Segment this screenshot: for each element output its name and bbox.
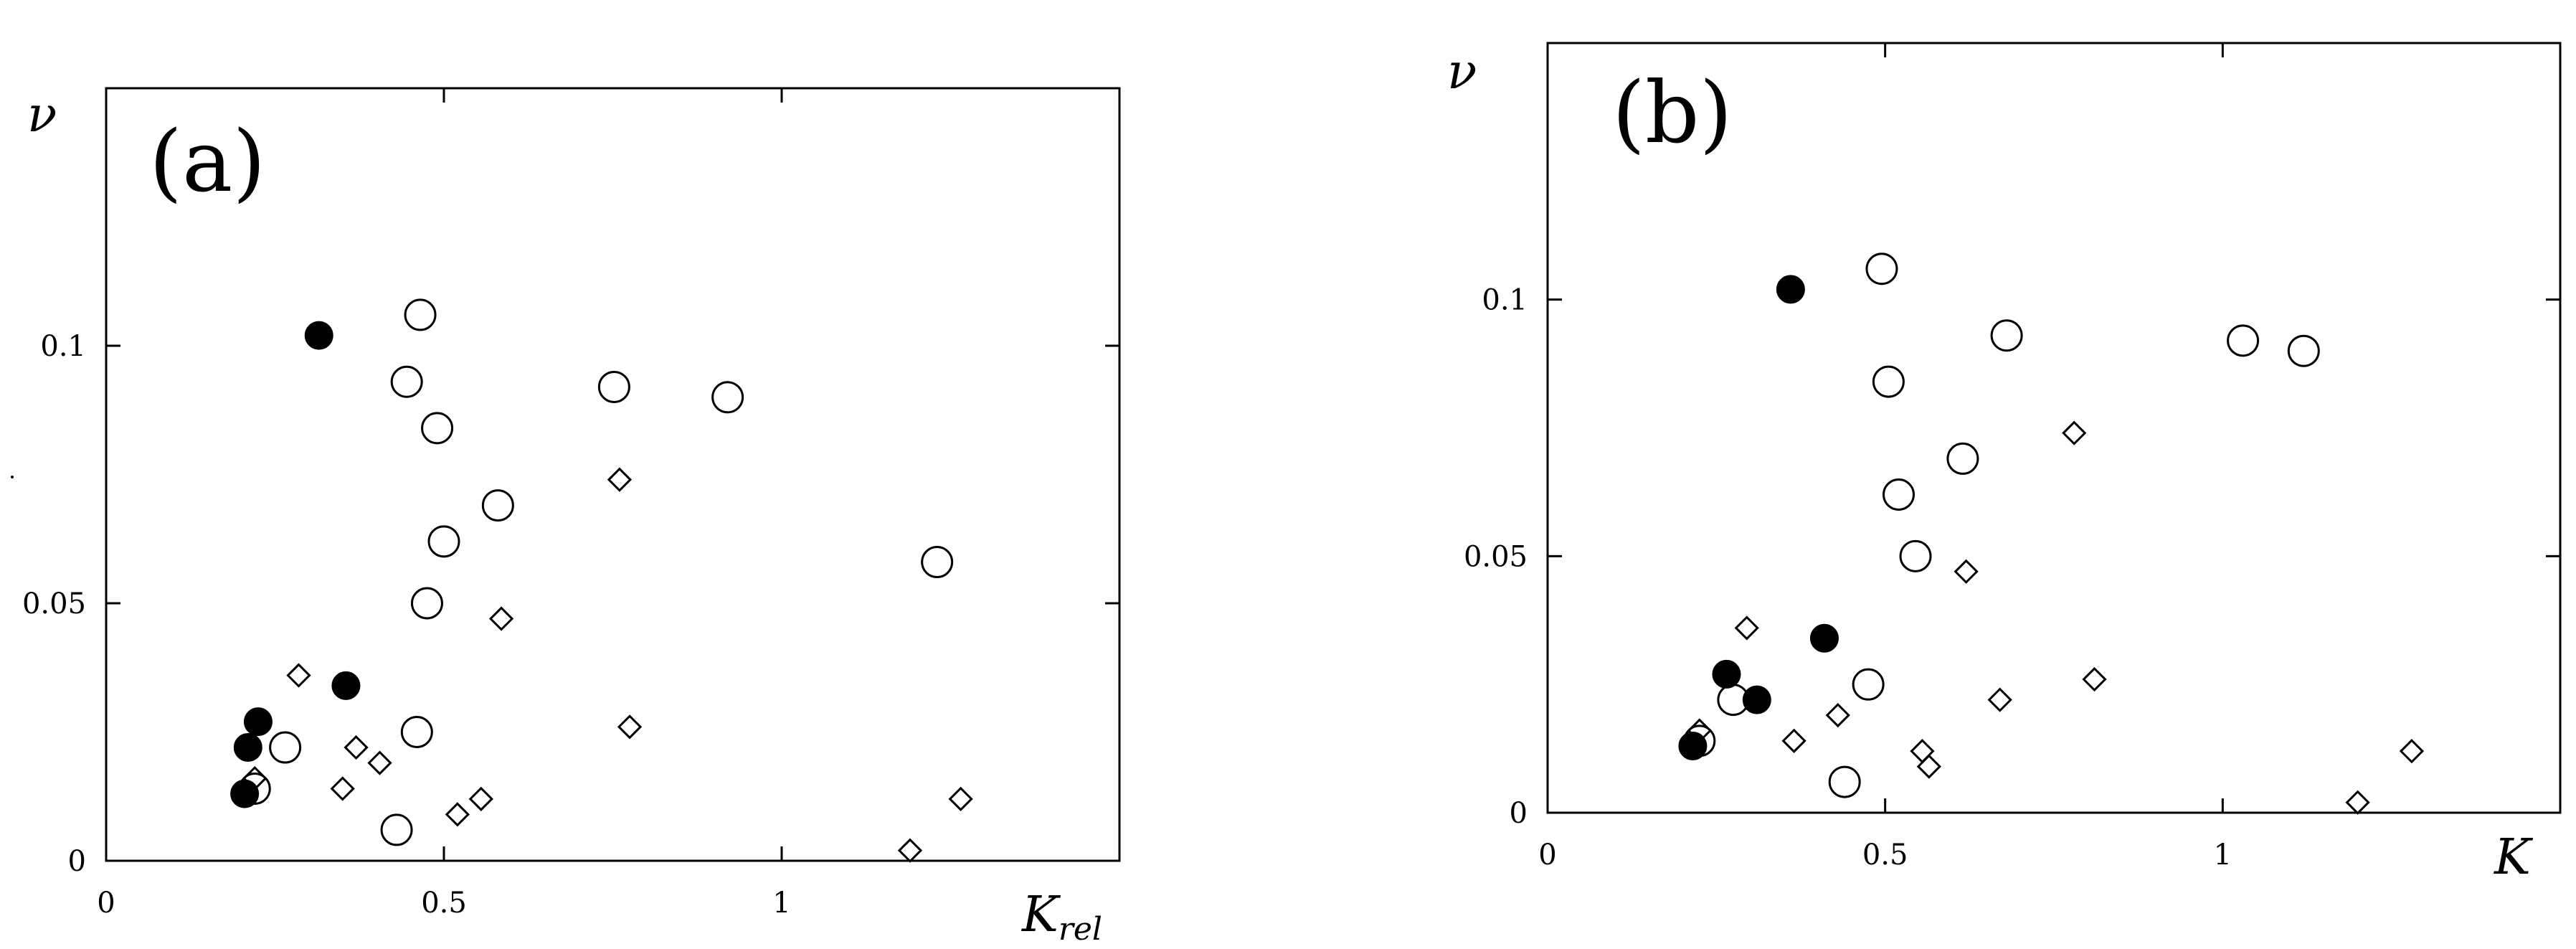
open-circle-point xyxy=(1900,541,1931,571)
x-axis-label: K xyxy=(2493,829,2534,886)
open-circle-point xyxy=(392,367,422,397)
open-circle-point xyxy=(599,372,629,402)
open-diamond-point xyxy=(619,716,640,737)
x-tick-label: 0.5 xyxy=(1862,839,1908,872)
open-circle-point xyxy=(270,732,300,762)
y-tick-label: 0 xyxy=(1510,797,1528,830)
filled-circle-point xyxy=(306,322,333,349)
open-diamond-point xyxy=(2401,740,2423,762)
open-diamond-point xyxy=(288,665,309,686)
x-axis-label-subscript: rel xyxy=(1059,911,1102,948)
stray-dot xyxy=(11,476,14,478)
open-diamond-point xyxy=(2083,669,2105,690)
open-diamond-point xyxy=(609,469,630,491)
open-circle-point xyxy=(922,547,952,577)
open-diamond-point xyxy=(346,737,367,758)
filled-circle-point xyxy=(332,672,359,699)
open-diamond-point xyxy=(1911,740,1933,762)
y-tick-label: 0.05 xyxy=(22,587,86,620)
x-tick-label: 0 xyxy=(1538,839,1556,872)
filled-circle-point xyxy=(231,780,258,808)
open-circle-point xyxy=(412,588,442,618)
open-diamond-point xyxy=(1784,730,1805,752)
open-circle-point xyxy=(483,491,513,521)
open-circle-point xyxy=(429,527,459,557)
y-axis-label: ν xyxy=(27,87,57,143)
open-diamond-point xyxy=(369,752,391,774)
open-circle-point xyxy=(422,413,453,443)
open-diamond-point xyxy=(1827,704,1849,726)
x-tick-label: 0.5 xyxy=(421,887,467,920)
open-circle-point xyxy=(2288,336,2319,366)
x-tick-label: 1 xyxy=(2214,839,2232,872)
y-axis-label: ν xyxy=(1447,44,1477,100)
filled-circle-point xyxy=(1679,732,1706,760)
y-tick-label: 0 xyxy=(68,845,86,878)
x-axis-label: Krel xyxy=(1021,887,1102,948)
filled-circle-point xyxy=(235,734,262,761)
open-diamond-point xyxy=(2063,422,2085,444)
filled-circle-point xyxy=(1777,275,1804,303)
open-diamond-point xyxy=(2347,792,2369,813)
filled-circle-point xyxy=(245,708,272,735)
x-tick-label: 1 xyxy=(772,887,790,920)
open-circle-point xyxy=(713,382,743,412)
open-diamond-point xyxy=(1736,617,1758,638)
filled-circle-point xyxy=(1713,661,1740,688)
open-diamond-point xyxy=(332,778,354,799)
x-axis-label-main: K xyxy=(2493,829,2534,886)
open-diamond-point xyxy=(1918,756,1940,778)
y-tick-label: 0.1 xyxy=(1482,284,1528,317)
x-tick-label: 0 xyxy=(97,887,115,920)
open-diamond-point xyxy=(899,840,921,861)
filled-circle-point xyxy=(1743,686,1771,714)
open-circle-point xyxy=(1873,367,1903,397)
filled-circle-point xyxy=(1811,625,1838,652)
open-circle-point xyxy=(1883,479,1913,509)
y-tick-label: 0.1 xyxy=(40,330,86,363)
panel-label: (b) xyxy=(1612,63,1733,162)
panel-b: (b) ν K 0 0.5 1 0 0.05 0.1 xyxy=(1447,43,2560,886)
data-points xyxy=(231,300,972,861)
open-circle-point xyxy=(1948,443,1978,473)
open-circle-point xyxy=(1853,669,1883,699)
panel-a: (a) ν Krel 0 0.5 1 0 0.05 0.1 xyxy=(22,87,1119,948)
open-circle-point xyxy=(2228,326,2258,356)
open-diamond-point xyxy=(447,803,468,825)
y-tick-label: 0.05 xyxy=(1464,540,1528,573)
open-diamond-point xyxy=(1956,561,1977,582)
open-diamond-point xyxy=(470,788,492,810)
data-points xyxy=(1679,254,2423,813)
open-circle-point xyxy=(405,300,435,330)
open-diamond-point xyxy=(491,608,512,630)
x-axis-label-main: K xyxy=(1021,887,1061,943)
panel-label: (a) xyxy=(149,112,265,211)
open-circle-point xyxy=(382,815,412,845)
open-circle-point xyxy=(1867,254,1897,284)
open-circle-point xyxy=(1992,321,2022,351)
open-diamond-point xyxy=(1989,689,2011,711)
open-circle-point xyxy=(1829,767,1860,797)
open-circle-point xyxy=(402,717,432,747)
axis-ticks: 0 0.5 1 0 0.05 0.1 xyxy=(1464,43,2560,872)
open-diamond-point xyxy=(950,788,972,810)
